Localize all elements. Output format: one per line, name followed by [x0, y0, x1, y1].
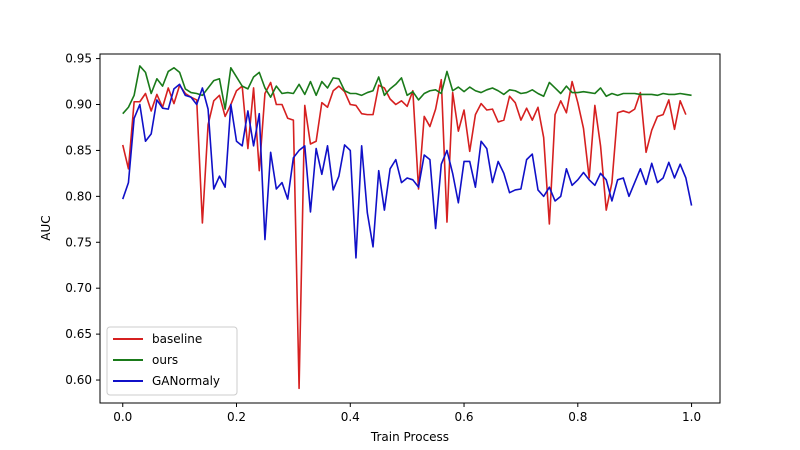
series-line-baseline: [121, 78, 687, 390]
plot-frame: [99, 53, 721, 404]
y-axis: 0.60 0.65 0.70 0.75 0.80 0.85 0.90 0.95: [65, 52, 100, 387]
y-tick-label: 0.60: [65, 373, 92, 387]
series-line-ganormaly: [121, 83, 693, 259]
y-tick-label: 0.95: [65, 52, 92, 66]
x-axis-label: Train Process: [370, 430, 449, 444]
legend-label-ganormaly: GANormaly: [152, 374, 220, 388]
y-tick-label: 0.70: [65, 281, 92, 295]
series-layer: [121, 65, 693, 390]
y-tick-label: 0.85: [65, 143, 92, 157]
x-tick-label: 0.6: [454, 410, 473, 424]
x-tick-label: 0.8: [568, 410, 587, 424]
y-tick-label: 0.75: [65, 235, 92, 249]
legend-label-ours: ours: [152, 353, 178, 367]
y-tick-label: 0.80: [65, 189, 92, 203]
y-tick-label: 0.90: [65, 98, 92, 112]
x-tick-label: 1.0: [682, 410, 701, 424]
y-tick-label: 0.65: [65, 327, 92, 341]
legend: baseline ours GANormaly: [106, 326, 238, 396]
y-axis-label: AUC: [39, 215, 53, 240]
x-tick-label: 0.0: [113, 410, 132, 424]
series-line-ours: [122, 65, 692, 115]
x-tick-label: 0.2: [227, 410, 246, 424]
legend-box: [106, 326, 238, 396]
x-tick-label: 0.4: [341, 410, 360, 424]
legend-label-baseline: baseline: [152, 332, 202, 346]
x-axis: 0.0 0.2 0.4 0.6 0.8 1.0: [113, 403, 701, 424]
